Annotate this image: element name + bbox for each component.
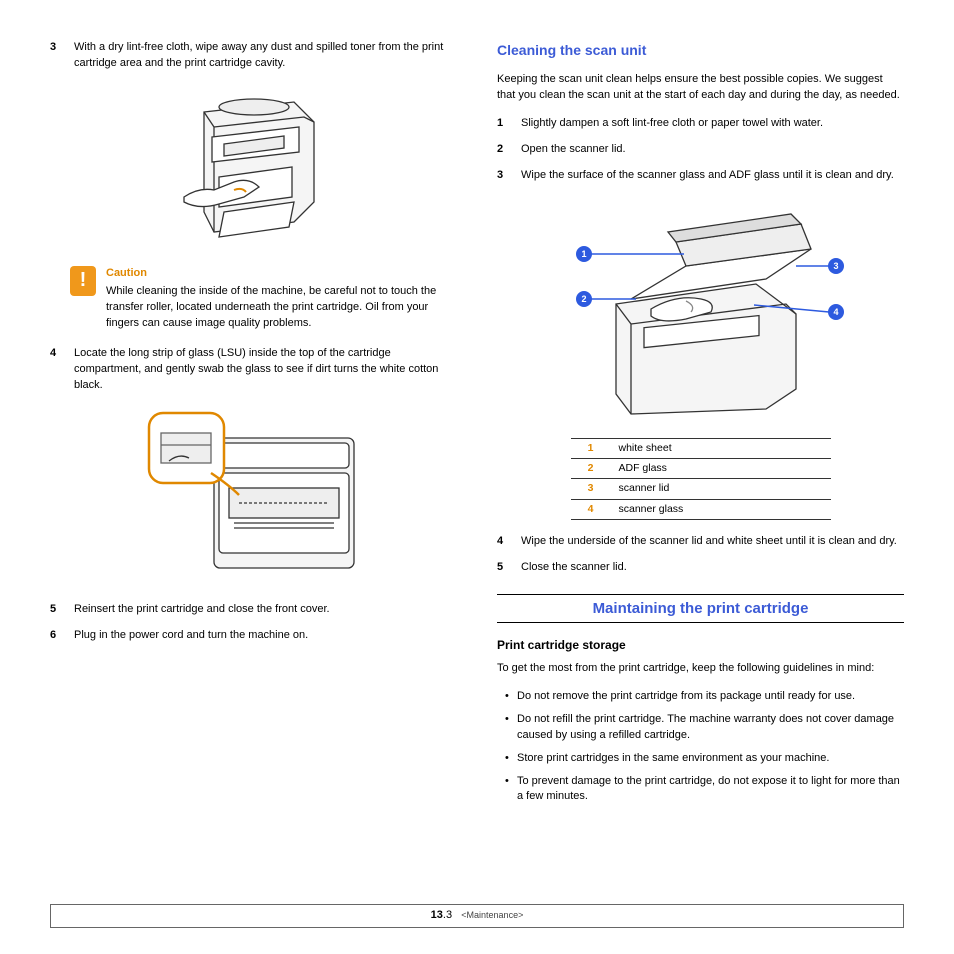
svg-text:1: 1 [581, 249, 586, 259]
step-number: 4 [497, 534, 511, 550]
scanner-open-illustration: 1 2 3 4 [536, 194, 866, 424]
scan-intro: Keeping the scan unit clean helps ensure… [497, 72, 904, 104]
part-num: 1 [571, 438, 611, 458]
footer-section: <Maintenance> [461, 910, 523, 920]
table-row: 2ADF glass [571, 459, 831, 479]
scan-step-5: 5 Close the scanner lid. [497, 560, 904, 576]
list-item: Store print cartridges in the same envir… [505, 751, 904, 767]
step-text: Close the scanner lid. [521, 560, 904, 576]
step-4: 4 Locate the long strip of glass (LSU) i… [50, 346, 457, 394]
scan-step-4: 4 Wipe the underside of the scanner lid … [497, 534, 904, 550]
part-label: white sheet [611, 438, 831, 458]
caution-box: ! Caution While cleaning the inside of t… [70, 266, 457, 332]
step-5: 5 Reinsert the print cartridge and close… [50, 602, 457, 618]
svg-text:2: 2 [581, 294, 586, 304]
step-number: 2 [497, 142, 511, 158]
scan-step-2: 2 Open the scanner lid. [497, 142, 904, 158]
part-num: 4 [571, 499, 611, 519]
part-label: ADF glass [611, 459, 831, 479]
step-number: 5 [50, 602, 64, 618]
step-text: With a dry lint-free cloth, wipe away an… [74, 40, 457, 72]
right-column: Cleaning the scan unit Keeping the scan … [497, 40, 904, 890]
step-3: 3 With a dry lint-free cloth, wipe away … [50, 40, 457, 72]
list-item: Do not remove the print cartridge from i… [505, 689, 904, 705]
callout-2: 2 [576, 291, 592, 307]
step-number: 5 [497, 560, 511, 576]
page-body: 3 With a dry lint-free cloth, wipe away … [50, 40, 904, 890]
list-item: To prevent damage to the print cartridge… [505, 774, 904, 806]
caution-text: While cleaning the inside of the machine… [106, 284, 457, 332]
page-number-bold: 13 [431, 909, 443, 921]
callout-3: 3 [828, 258, 844, 274]
callout-4: 4 [828, 304, 844, 320]
step-number: 3 [50, 40, 64, 72]
table-row: 4scanner glass [571, 499, 831, 519]
step-text: Reinsert the print cartridge and close t… [74, 602, 457, 618]
step-6: 6 Plug in the power cord and turn the ma… [50, 628, 457, 644]
part-label: scanner lid [611, 479, 831, 499]
step-text: Slightly dampen a soft lint-free cloth o… [521, 116, 904, 132]
printer-lsu-illustration [139, 403, 369, 588]
step-text: Locate the long strip of glass (LSU) ins… [74, 346, 457, 394]
step-number: 3 [497, 168, 511, 184]
heading-cleaning-scan: Cleaning the scan unit [497, 40, 904, 60]
step-text: Wipe the surface of the scanner glass an… [521, 168, 904, 184]
part-num: 3 [571, 479, 611, 499]
step-text: Open the scanner lid. [521, 142, 904, 158]
part-num: 2 [571, 459, 611, 479]
scanner-open-figure: 1 2 3 4 [536, 194, 866, 430]
step-text: Wipe the underside of the scanner lid an… [521, 534, 904, 550]
list-item: Do not refill the print cartridge. The m… [505, 712, 904, 744]
part-label: scanner glass [611, 499, 831, 519]
svg-text:4: 4 [833, 307, 838, 317]
caution-heading: Caution [106, 266, 457, 282]
table-row: 1white sheet [571, 438, 831, 458]
step-number: 4 [50, 346, 64, 394]
caution-content: Caution While cleaning the inside of the… [106, 266, 457, 332]
step-number: 6 [50, 628, 64, 644]
subheading-storage: Print cartridge storage [497, 637, 904, 654]
page-number-sub: .3 [443, 909, 452, 921]
table-row: 3scanner lid [571, 479, 831, 499]
left-column: 3 With a dry lint-free cloth, wipe away … [50, 40, 457, 890]
step-number: 1 [497, 116, 511, 132]
scan-step-1: 1 Slightly dampen a soft lint-free cloth… [497, 116, 904, 132]
storage-bullets: Do not remove the print cartridge from i… [505, 689, 904, 806]
storage-intro: To get the most from the print cartridge… [497, 661, 904, 677]
caution-icon: ! [70, 266, 96, 296]
parts-table: 1white sheet 2ADF glass 3scanner lid 4sc… [571, 438, 831, 520]
heading-maintain-cartridge: Maintaining the print cartridge [497, 594, 904, 624]
callout-1: 1 [576, 246, 592, 262]
page-footer: 13.3 <Maintenance> [50, 904, 904, 928]
step-text: Plug in the power cord and turn the mach… [74, 628, 457, 644]
svg-text:3: 3 [833, 261, 838, 271]
printer-wipe-illustration [164, 82, 344, 252]
scan-step-3: 3 Wipe the surface of the scanner glass … [497, 168, 904, 184]
